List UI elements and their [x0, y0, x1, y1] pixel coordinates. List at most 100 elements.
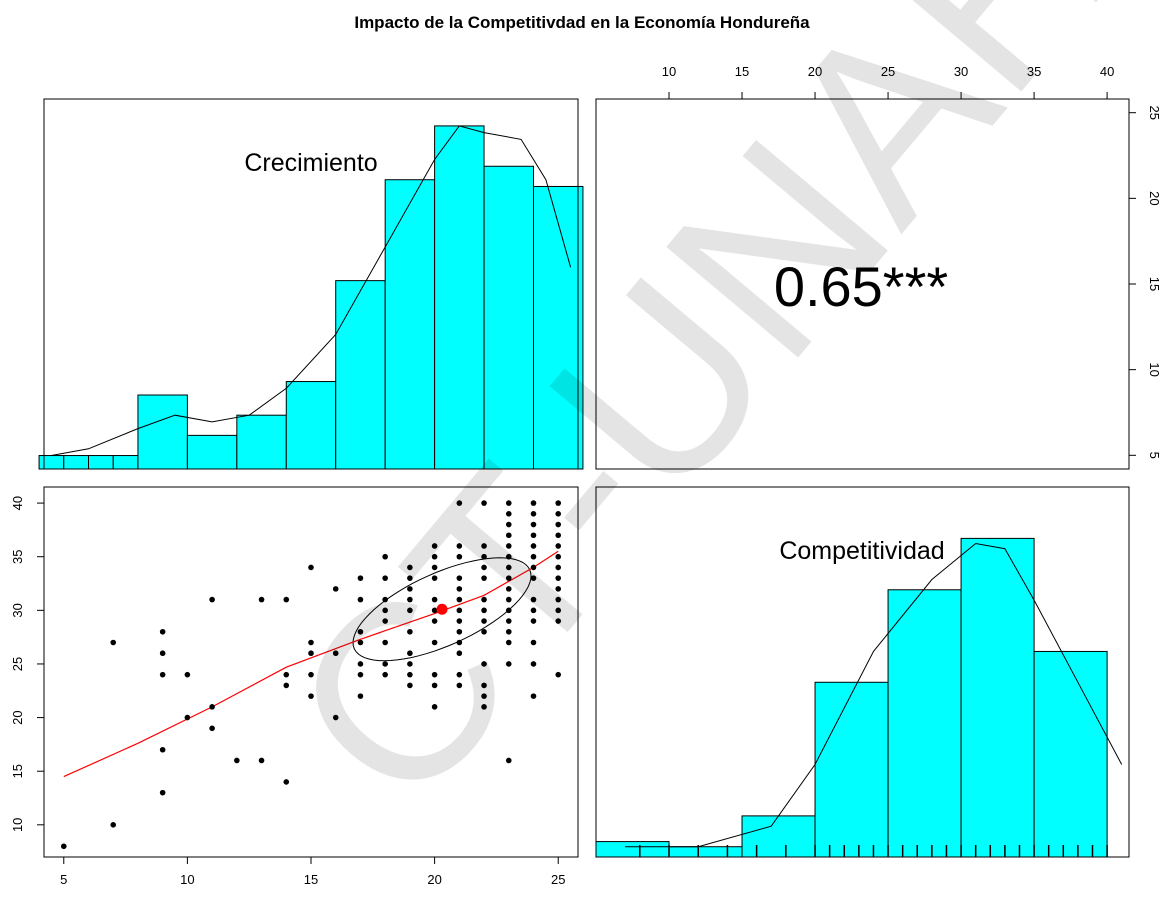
scatter-point [159, 789, 166, 796]
chart-title: Impacto de la Competitivdad en la Econom… [354, 13, 810, 32]
scatter-point [431, 575, 438, 581]
panel-frame-bottom-right [595, 486, 1130, 858]
left-axis-tick-label: 35 [10, 549, 25, 563]
histogram-bar [38, 455, 65, 470]
bottom-axis-tick-label: 25 [551, 872, 565, 887]
histogram-bar [186, 434, 238, 470]
scatter-point [407, 596, 413, 603]
scatter-point [382, 661, 388, 667]
scatter-point [456, 596, 463, 603]
histogram-bar [668, 846, 743, 858]
scatter-point [456, 607, 463, 614]
scatter-point [481, 575, 487, 581]
scatter-point [159, 628, 166, 635]
scatter-point [407, 661, 413, 667]
scatter-point [555, 564, 562, 571]
scatter-point [283, 596, 290, 603]
scatter-point [332, 650, 339, 657]
scatter-point [505, 543, 512, 549]
scatter-point [555, 575, 562, 581]
scatter-point [481, 596, 487, 603]
scatter-point [382, 596, 388, 603]
scatter-point [530, 511, 537, 517]
histogram-bar [285, 381, 337, 470]
scatter-point [456, 586, 463, 592]
bottom-axis-tick-label: 20 [427, 872, 441, 887]
scatter-point [555, 532, 562, 539]
scatter-point [505, 661, 512, 667]
scatter-point [456, 618, 463, 624]
scatter-point [505, 553, 512, 560]
histogram-bar [88, 455, 114, 470]
histogram-bar [335, 280, 386, 470]
top-axis: 10 15 20 25 30 35 40 [662, 64, 1114, 100]
scatter-point [357, 693, 364, 699]
scatter-point [505, 628, 512, 635]
scatter-point [555, 511, 562, 517]
scatter-point [407, 682, 413, 689]
right-axis-tick-label: 5 [1147, 452, 1162, 459]
scatter-point [357, 596, 364, 603]
histogram-bar [533, 185, 584, 470]
scatter-point [357, 628, 364, 635]
left-axis-tick-label: 30 [10, 603, 25, 617]
scatter-point [407, 671, 413, 678]
scatter-point [481, 500, 487, 506]
scatter-point [407, 586, 413, 592]
density-curve-competitividad [625, 542, 1123, 848]
scatter-point [431, 564, 438, 571]
loess-smooth-line [63, 550, 559, 778]
scatter-point [555, 586, 562, 592]
scatter-point [555, 607, 562, 614]
scatter-point [60, 843, 67, 850]
scatter-point [530, 618, 537, 624]
scatter-point [407, 628, 413, 635]
mean-point [436, 603, 448, 615]
left-axis-tick-label: 25 [10, 657, 25, 671]
scatter-point [184, 671, 191, 678]
scatter-point [159, 650, 166, 657]
scatter-point [456, 543, 463, 549]
histogram-bar [384, 179, 436, 470]
scatter-point [431, 607, 438, 614]
scatter-point [555, 671, 562, 678]
scatter-point [407, 564, 413, 571]
top-axis-tick-label: 35 [1027, 64, 1041, 79]
right-axis: 5 10 15 20 25 [1128, 105, 1162, 459]
top-axis-tick-label: 10 [662, 64, 676, 79]
scatter-point [431, 704, 438, 710]
scatter-point [308, 671, 314, 678]
histogram-bar [236, 414, 287, 470]
scatter-point [481, 543, 487, 549]
right-axis-tick-label: 25 [1147, 105, 1162, 119]
scatter-point [258, 596, 265, 603]
scatter-point [209, 725, 215, 732]
scatter-point [357, 639, 364, 646]
scatter-point [159, 671, 166, 678]
scatter-point [530, 532, 537, 539]
scatter-point [530, 639, 537, 646]
scatter-point [431, 543, 438, 549]
scatter-point [159, 746, 166, 753]
scatter-point [505, 500, 512, 506]
left-axis-tick-label: 15 [10, 764, 25, 778]
scatter-point [431, 639, 438, 646]
top-axis-tick-label: 30 [954, 64, 968, 79]
scatter-point [505, 575, 512, 581]
scatter-point [530, 564, 537, 571]
scatter-point [431, 671, 438, 678]
scatter-point [283, 682, 290, 689]
scatter-point [456, 671, 463, 678]
scatter-point [505, 564, 512, 571]
scatter-point [308, 650, 314, 657]
scatter-point [456, 650, 463, 657]
scatter-point [382, 671, 388, 678]
scatter-point [505, 511, 512, 517]
scatter-point [382, 607, 388, 614]
scatter-point [308, 639, 314, 646]
bottom-axis-tick-label: 10 [180, 872, 194, 887]
scatter-point [110, 639, 117, 646]
scatter-point [530, 607, 537, 614]
variable-label-crecimiento: Crecimiento [244, 149, 377, 177]
top-axis-tick-label: 20 [808, 64, 822, 79]
